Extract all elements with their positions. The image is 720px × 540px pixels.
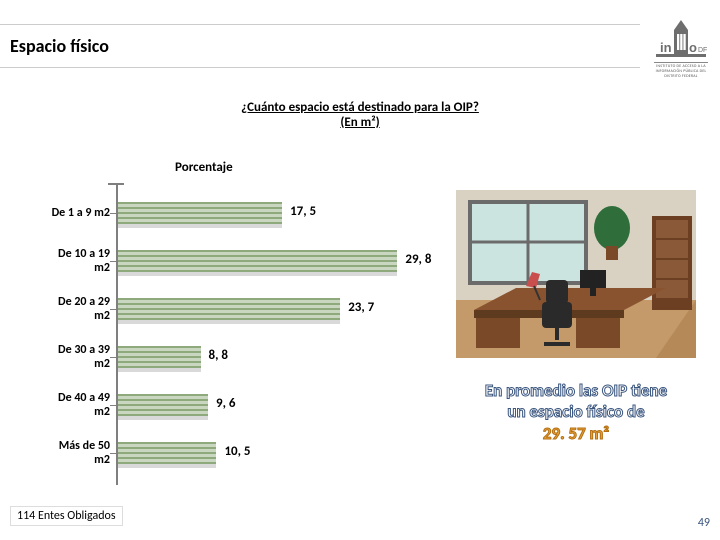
logo-icon: in o DF	[654, 14, 708, 60]
page-number: 49	[698, 516, 710, 530]
axis-tick	[110, 309, 118, 310]
bar-shadow	[118, 464, 216, 468]
question-block: ¿Cuánto espacio está destinado para la O…	[205, 100, 515, 130]
bar-row: De 20 a 29m2 23, 7	[10, 289, 420, 329]
axis-tick	[110, 405, 118, 406]
bar-value: 23, 7	[348, 300, 374, 315]
office-illustration	[456, 190, 696, 358]
bar-shadow	[118, 368, 201, 372]
svg-text:in: in	[660, 40, 672, 55]
axis-tick	[110, 213, 118, 214]
bar-row: De 10 a 19m229, 8	[10, 241, 420, 281]
chart-title: Porcentaje	[175, 160, 233, 175]
axis-tick	[110, 261, 118, 262]
bar	[118, 202, 282, 224]
bar-value: 9, 6	[216, 396, 235, 411]
logo: in o DF INSTITUTO DE ACCESO A LA INFORMA…	[654, 14, 708, 79]
bar-value: 8, 8	[209, 348, 228, 363]
bar-row: Más de 50m2 10, 5	[10, 433, 420, 473]
promo-line2: un espacio físico de	[450, 401, 702, 422]
bar	[118, 250, 397, 272]
axis-tick	[108, 183, 124, 185]
promo-line1: En promedio las OIP tiene	[450, 380, 702, 401]
bar-value: 17, 5	[290, 204, 316, 219]
bar-row: De 40 a 49m2 9, 6	[10, 385, 420, 425]
bar	[118, 394, 208, 416]
bar	[118, 346, 201, 368]
bar-row: De 1 a 9 m2 17, 5	[10, 193, 420, 233]
bar-label: Más de 50m2	[10, 439, 110, 467]
footer-source: 114 Entes Obligados	[10, 506, 123, 526]
bar-row: De 30 a 39m2 8, 8	[10, 337, 420, 377]
svg-text:DF: DF	[698, 47, 707, 54]
bar-shadow	[118, 320, 340, 324]
promo-text: En promedio las OIP tiene un espacio fís…	[450, 380, 702, 444]
promo-line3: 29. 57 m²	[450, 423, 702, 444]
svg-text:o: o	[689, 40, 697, 55]
bar-label: De 20 a 29m2	[10, 295, 110, 323]
page-title: Espacio físico	[10, 35, 109, 57]
bar-label: De 10 a 19m2	[10, 247, 110, 275]
title-bar: Espacio físico	[0, 24, 640, 68]
slide-root: Espacio físico in o DF INSTITUTO DE ACCE…	[0, 0, 720, 540]
axis-tick	[110, 453, 118, 454]
bar-chart: De 1 a 9 m2 17, 5 De 10 a 19m229, 8 De 20 a…	[10, 185, 420, 485]
bar-label: De 30 a 39m2	[10, 343, 110, 371]
bar-label: De 40 a 49m2	[10, 391, 110, 419]
logo-caption: INSTITUTO DE ACCESO A LA INFORMACIÓN PÚB…	[654, 62, 708, 79]
question-line1: ¿Cuánto espacio está destinado para la O…	[205, 100, 515, 115]
axis-tick	[110, 357, 118, 358]
bar-value: 29, 8	[405, 252, 431, 267]
bar-shadow	[118, 224, 282, 228]
bar-shadow	[118, 272, 397, 276]
bar-value: 10, 5	[224, 444, 250, 459]
bar-label: De 1 a 9 m2	[10, 206, 110, 220]
bar-shadow	[118, 416, 208, 420]
bar	[118, 298, 340, 320]
question-line2: (En m²)	[205, 115, 515, 130]
bar	[118, 442, 216, 464]
